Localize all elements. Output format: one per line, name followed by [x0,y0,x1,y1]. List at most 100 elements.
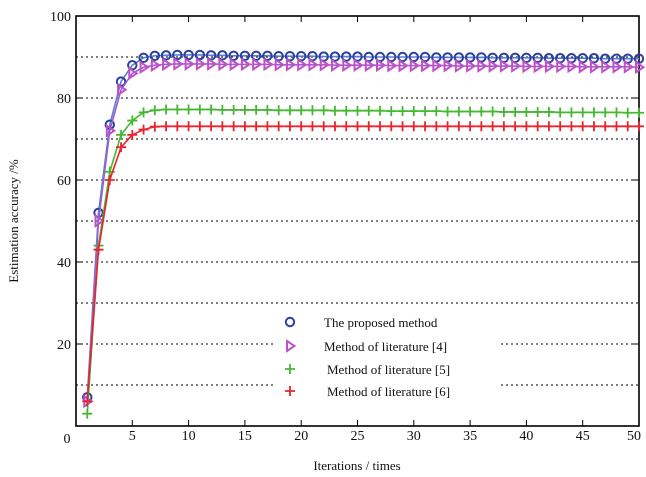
data-point [149,105,160,116]
data-point [543,121,554,132]
data-point [183,49,194,61]
data-point [578,59,590,74]
data-point [296,50,307,62]
y-tick-label: 40 [57,256,71,271]
data-point [139,60,150,75]
data-point [375,121,386,132]
data-point [273,121,284,132]
data-point [228,104,239,115]
data-point [150,58,162,73]
data-point [420,121,431,132]
data-point [622,121,633,132]
data-point [285,386,295,396]
data-point [194,49,206,61]
data-point [622,107,633,118]
data-point [498,106,509,117]
data-point [387,58,398,73]
data-point [296,105,307,116]
data-point [476,52,487,63]
data-point [341,51,352,62]
y-axis-label: Estimation accuracy /% [6,159,21,283]
data-point [284,121,295,132]
data-point [205,50,217,61]
data-point [363,105,374,116]
data-point [138,107,149,118]
data-point [217,121,228,132]
data-point [442,121,453,132]
legend: The proposed method Method of literature … [276,306,500,406]
data-point [228,121,239,132]
data-point [284,50,296,62]
series-group [82,121,644,407]
data-point [262,104,273,115]
data-point [172,121,183,132]
x-tick-label: 10 [182,429,196,444]
data-point [329,105,340,116]
data-point [194,121,205,132]
data-point [250,50,262,61]
data-point [116,142,127,153]
data-point [567,59,578,74]
data-point [453,121,464,132]
data-point [308,57,319,72]
data-point [443,58,454,73]
y-tick-label: 60 [57,174,71,189]
legend-label: Method of literature [5] [327,362,450,377]
data-point [633,53,645,64]
data-point [375,105,386,116]
data-point [454,59,466,73]
data-point [453,106,464,117]
data-point [239,50,251,61]
data-point [341,121,352,132]
data-point [274,57,285,72]
data-point [352,121,363,132]
data-point [588,121,599,132]
y-tick-label: 100 [50,10,71,25]
data-point [161,104,172,115]
data-point [149,50,161,61]
data-point [464,52,476,63]
data-point [432,58,443,73]
data-point [273,105,284,116]
data-point [532,121,543,132]
data-point [217,104,228,115]
data-point [318,121,329,132]
data-point [611,107,622,118]
data-point [466,59,477,73]
data-point [386,106,397,117]
data-point [601,59,612,74]
data-point [566,107,577,118]
data-point [577,107,588,118]
data-point [82,408,93,419]
data-point [149,121,160,132]
data-point [577,53,588,64]
data-point [128,66,139,81]
data-point [419,51,431,63]
y-tick-label: 20 [57,338,71,353]
series-line [86,54,639,398]
data-point [408,51,419,63]
data-point [476,121,487,132]
data-point [431,106,442,117]
data-point [498,121,509,132]
data-point [127,115,138,126]
data-point [532,52,543,64]
x-tick-label: 40 [519,429,533,444]
data-point [352,105,363,116]
data-point [376,58,387,73]
data-point [251,104,262,115]
data-point [477,59,488,73]
data-point [183,104,194,115]
data-point [173,57,184,71]
data-point [453,52,465,63]
data-point [127,129,138,140]
data-point [240,57,252,72]
data-point [409,58,421,73]
data-point [623,59,635,74]
data-point [82,396,93,407]
data-point [476,106,487,117]
legend-label: Method of literature [4] [324,339,447,354]
data-point [588,107,599,118]
data-point [488,59,499,73]
